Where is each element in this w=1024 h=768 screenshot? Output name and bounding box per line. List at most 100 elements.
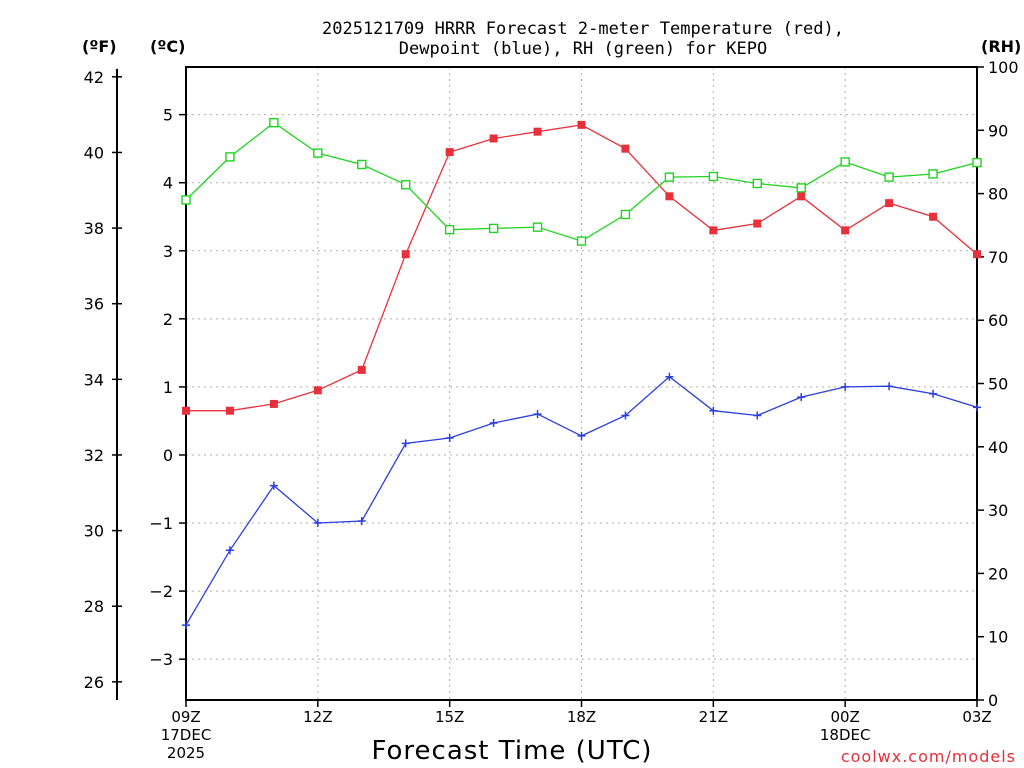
dewpoint-point <box>225 546 234 555</box>
celsius-tick-label: 0 <box>163 446 173 465</box>
celsius-tick-label: 2 <box>163 310 173 329</box>
rh-tick-label: 80 <box>988 185 1008 204</box>
temperature-point <box>401 250 410 259</box>
dewpoint-point <box>797 393 806 402</box>
rh-point <box>708 171 719 182</box>
temperature-point <box>225 406 234 415</box>
dewpoint-point <box>533 410 542 419</box>
temperature-point <box>753 219 762 228</box>
rh-tick-label: 30 <box>988 501 1008 520</box>
dewpoint-point <box>665 372 674 381</box>
chart-title-line-1: 2025121709 HRRR Forecast 2-meter Tempera… <box>322 19 844 39</box>
fahrenheit-tick-label: 26 <box>84 673 104 692</box>
rh-point <box>401 180 411 190</box>
celsius-tick-label: −1 <box>149 514 173 533</box>
rh-point <box>488 223 499 234</box>
dewpoint-point <box>753 411 762 420</box>
dewpoint-point <box>182 621 190 630</box>
rh-point <box>928 169 938 179</box>
data-series <box>181 118 982 630</box>
rh-tick-label: 20 <box>988 564 1008 583</box>
rh-point <box>269 118 279 128</box>
source-credit: coolwx.com/models <box>841 747 1016 766</box>
rh-point <box>225 152 235 162</box>
fahrenheit-tick-label: 34 <box>84 370 104 389</box>
dewpoint-point <box>973 403 981 412</box>
celsius-tick-label: −3 <box>149 650 173 669</box>
x-axis-title: Forecast Time (UTC) <box>371 736 652 766</box>
rh-point <box>532 222 543 232</box>
dewpoint-point <box>269 481 278 490</box>
celsius-tick-label: −2 <box>149 582 173 601</box>
temperature-point <box>797 192 806 201</box>
rh-point <box>796 183 806 193</box>
temperature-point <box>533 127 542 136</box>
x-tick-label: 17DEC <box>161 726 212 744</box>
x-tick-label: 18DEC <box>820 726 871 744</box>
rh-tick-label: 0 <box>988 691 998 710</box>
celsius-tick-label: 4 <box>163 174 173 193</box>
rh-tick-label: 100 <box>988 58 1019 77</box>
rh-point <box>576 236 587 246</box>
grid-lines <box>186 67 977 700</box>
celsius-tick-label: 3 <box>163 242 173 261</box>
rh-point <box>972 157 982 168</box>
rh-unit-label: (RH) <box>981 37 1021 56</box>
rh-tick-label: 40 <box>988 438 1008 457</box>
dewpoint-point <box>841 382 850 391</box>
temperature-point <box>709 226 718 235</box>
temperature-point <box>577 120 586 129</box>
celsius-unit-label: (ºC) <box>150 37 185 56</box>
dewpoint-point <box>313 519 322 528</box>
temperature-point <box>313 386 322 395</box>
rh-tick-label: 60 <box>988 311 1008 330</box>
dewpoint-point <box>621 411 630 420</box>
fahrenheit-tick-label: 32 <box>84 446 104 465</box>
rh-point <box>181 195 191 205</box>
temperature-point <box>929 212 938 221</box>
dewpoint-point <box>709 406 718 415</box>
x-tick-label: 15Z <box>435 708 464 726</box>
rh-tick-label: 90 <box>988 121 1008 140</box>
x-tick-label: 00Z <box>830 708 859 726</box>
x-tick-label: 03Z <box>962 708 991 726</box>
fahrenheit-tick-label: 42 <box>84 68 104 87</box>
fahrenheit-tick-label: 40 <box>84 143 104 162</box>
rh-tick-label: 70 <box>988 248 1008 267</box>
temperature-point <box>885 199 894 208</box>
temperature-point <box>182 406 190 415</box>
x-tick-label: 12Z <box>303 708 332 726</box>
temperature-point <box>489 134 498 143</box>
dewpoint-point <box>885 382 894 391</box>
axes: 262830323436384042−3−2−10123450102030405… <box>84 58 1019 710</box>
dewpoint-point <box>357 516 366 525</box>
rh-point <box>313 148 323 158</box>
fahrenheit-unit-label: (ºF) <box>82 37 117 56</box>
rh-point <box>664 172 675 182</box>
x-tick-label: 2025 <box>167 744 205 762</box>
temperature-point <box>357 365 366 374</box>
rh-tick-label: 10 <box>988 628 1008 647</box>
temperature-point <box>973 250 981 259</box>
rh-point <box>444 224 455 235</box>
dewpoint-point <box>577 431 586 440</box>
rh-point <box>620 209 631 220</box>
temperature-point <box>621 144 630 153</box>
chart-title-line-2: Dewpoint (blue), RH (green) for KEPO <box>399 39 767 59</box>
fahrenheit-tick-label: 36 <box>84 295 104 314</box>
dewpoint-point <box>489 418 498 427</box>
temperature-point <box>665 192 674 201</box>
temperature-point <box>269 399 278 408</box>
fahrenheit-tick-label: 30 <box>84 522 104 541</box>
rh-tick-label: 50 <box>988 375 1008 394</box>
x-tick-label: 18Z <box>567 708 596 726</box>
dewpoint-point <box>401 439 410 448</box>
dewpoint-point <box>445 433 454 442</box>
dewpoint-point <box>929 389 938 398</box>
temperature-point <box>445 148 454 157</box>
temperature-point <box>841 226 850 235</box>
fahrenheit-tick-label: 38 <box>84 219 104 238</box>
rh-point <box>752 178 762 189</box>
